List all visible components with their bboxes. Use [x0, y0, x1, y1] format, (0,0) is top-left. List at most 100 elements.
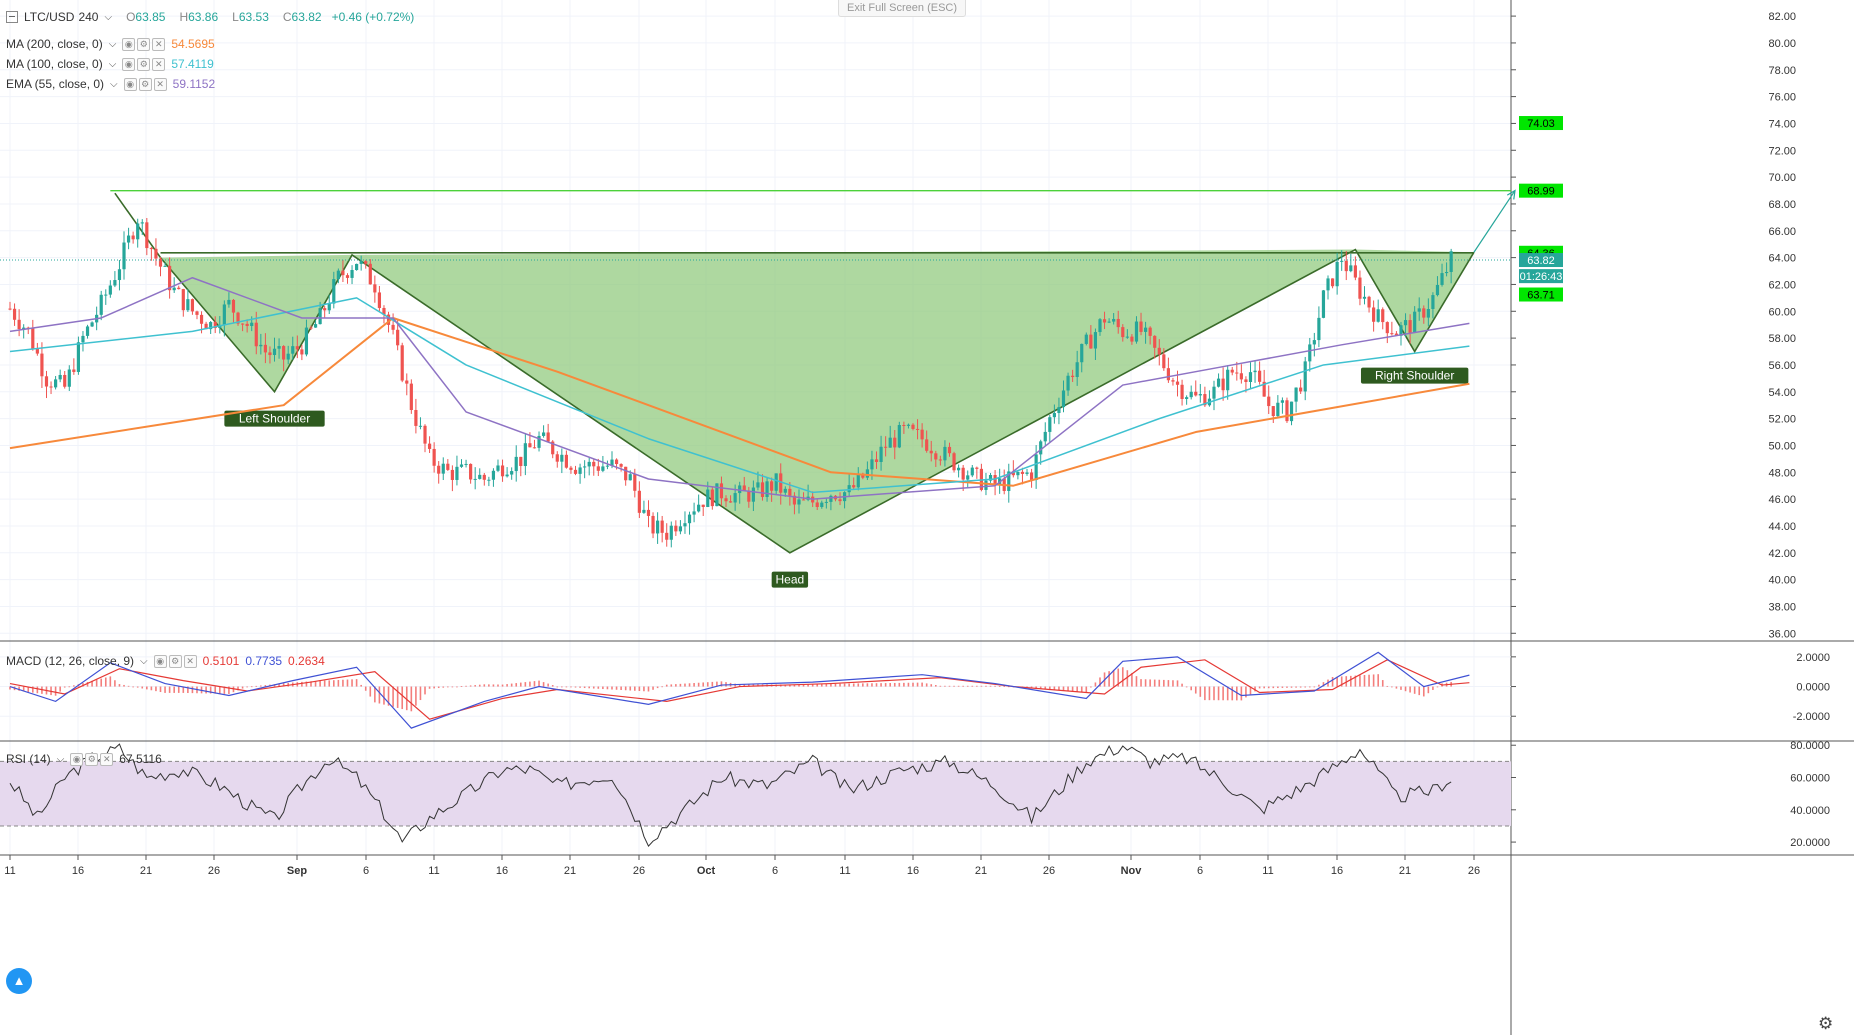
chevron-down-icon[interactable]: ⌵ — [108, 58, 117, 70]
candle — [555, 451, 559, 468]
close-icon[interactable]: ✕ — [152, 37, 166, 51]
gear-icon[interactable]: ⚙ — [137, 37, 151, 51]
gear-icon[interactable]: ⚙ — [137, 57, 151, 71]
gear-icon[interactable]: ⚙ — [85, 752, 99, 766]
axis-price-label: 63.82 — [1519, 253, 1563, 268]
candle — [1335, 252, 1339, 295]
candle — [1189, 385, 1193, 400]
candle — [865, 461, 869, 481]
time-tick-label: 6 — [772, 865, 778, 877]
gear-icon[interactable]: ⚙ — [1818, 1014, 1834, 1033]
candle — [1157, 339, 1161, 366]
candle — [770, 477, 774, 502]
price-axis[interactable]: 82.00 80.00 78.00 76.00 74.00 72.00 70.00 68.00… — [1511, 11, 1796, 640]
candle — [656, 512, 660, 544]
candle — [564, 450, 568, 469]
candle — [12, 303, 17, 326]
candle — [505, 467, 509, 478]
axis-price-label: 63.71 — [1519, 287, 1563, 302]
chevron-down-icon[interactable]: ⌵ — [56, 753, 65, 765]
candle — [1435, 276, 1440, 297]
candle — [788, 482, 792, 506]
time-tick-label: Oct — [697, 865, 716, 877]
symbol-name[interactable]: LTC/USD — [24, 10, 75, 24]
pattern-label[interactable]: Head — [771, 571, 809, 588]
ma100-line[interactable] — [9, 297, 1470, 494]
chevron-down-icon[interactable]: ⌵ — [104, 11, 113, 23]
candle — [473, 467, 477, 490]
gear-icon[interactable]: ⚙ — [168, 654, 182, 668]
time-axis[interactable]: 11 16 21 26 Sep 6 11 16 21 26 Oct 6 11 16 21 26 Nov 6 11 16… — [4, 855, 1480, 877]
indicator-ema55[interactable]: EMA (55, close, 0) ⌵ ◉ ⚙ ✕ 59.1152 — [6, 77, 215, 91]
indicator-ma200[interactable]: MA (200, close, 0) ⌵ ◉ ⚙ ✕ 54.5695 — [6, 37, 215, 51]
time-tick-label: 11 — [1262, 865, 1273, 877]
rsi-line[interactable] — [9, 743, 1452, 847]
candle — [523, 432, 527, 476]
candle — [742, 476, 746, 492]
svg-text:63.82: 63.82 — [1527, 255, 1555, 267]
eye-icon[interactable]: ◉ — [153, 654, 167, 668]
indicator-macd[interactable]: MACD (12, 26, close, 9) ⌵ ◉ ⚙ ✕ 0.5101 0.7… — [6, 654, 325, 668]
candle — [642, 500, 646, 514]
candle — [1267, 385, 1271, 415]
macd-panel[interactable]: 2.0000 0.0000 -2.0000 — [0, 651, 1830, 729]
right-shoulder-area — [1355, 249, 1474, 352]
candle — [482, 472, 486, 486]
candle — [1303, 356, 1307, 401]
candle — [213, 316, 217, 334]
indicator-ma100[interactable]: MA (100, close, 0) ⌵ ◉ ⚙ ✕ 57.4119 — [6, 57, 214, 71]
chevron-down-icon[interactable]: ⌵ — [108, 38, 117, 50]
candle — [327, 294, 331, 314]
chevron-down-icon[interactable]: ⌵ — [140, 655, 148, 667]
candle — [22, 324, 26, 339]
close-icon[interactable]: ✕ — [183, 654, 197, 668]
ma200-line[interactable] — [9, 316, 1470, 487]
candle — [126, 227, 131, 250]
candle — [815, 498, 819, 511]
candle — [405, 373, 409, 396]
candle — [1075, 350, 1079, 386]
eye-icon[interactable]: ◉ — [70, 752, 84, 766]
candle — [1431, 292, 1435, 319]
candle — [1376, 299, 1380, 323]
pattern-label[interactable]: Right Shoulder — [1360, 367, 1469, 384]
candle — [820, 500, 824, 509]
exit-fullscreen-button[interactable]: Exit Full Screen (ESC) — [838, 0, 966, 17]
collapse-icon[interactable] — [6, 11, 18, 23]
candle — [601, 455, 605, 473]
macd-signal-line[interactable] — [9, 659, 1470, 720]
candle — [377, 285, 382, 312]
indicator-rsi[interactable]: RSI (14) ⌵ ◉ ⚙ ✕ 67.5116 — [6, 752, 162, 766]
candle — [1253, 360, 1257, 383]
candle — [1426, 298, 1430, 327]
candle — [1039, 439, 1043, 465]
eye-icon[interactable]: ◉ — [122, 57, 136, 71]
time-tick-label: 16 — [907, 865, 919, 877]
target-arrow[interactable] — [1473, 190, 1516, 253]
candle — [145, 217, 149, 256]
candle — [605, 460, 610, 470]
rsi-panel[interactable]: 80.0000 60.0000 40.0000 20.0000 — [0, 740, 1830, 849]
candle — [665, 523, 669, 547]
close-icon[interactable]: ✕ — [153, 77, 167, 91]
time-tick-label: 21 — [140, 865, 152, 877]
close-value: 63.82 — [291, 10, 322, 24]
ema55-line[interactable] — [9, 276, 1470, 500]
gear-icon[interactable]: ⚙ — [138, 77, 152, 91]
candle — [546, 423, 550, 442]
candle — [1093, 328, 1098, 360]
candles[interactable] — [8, 217, 1453, 548]
tradingview-logo-icon[interactable]: ▲ — [6, 968, 32, 994]
close-icon[interactable]: ✕ — [152, 57, 166, 71]
close-icon[interactable]: ✕ — [100, 752, 114, 766]
macd-line[interactable] — [9, 651, 1470, 729]
eye-icon[interactable]: ◉ — [122, 37, 136, 51]
interval-label[interactable]: 240 — [78, 10, 99, 24]
pattern-label[interactable]: Left Shoulder — [224, 410, 325, 427]
eye-icon[interactable]: ◉ — [123, 77, 137, 91]
candle — [400, 342, 404, 383]
candle — [1403, 313, 1408, 337]
chevron-down-icon[interactable]: ⌵ — [110, 78, 118, 90]
candle — [17, 309, 21, 337]
